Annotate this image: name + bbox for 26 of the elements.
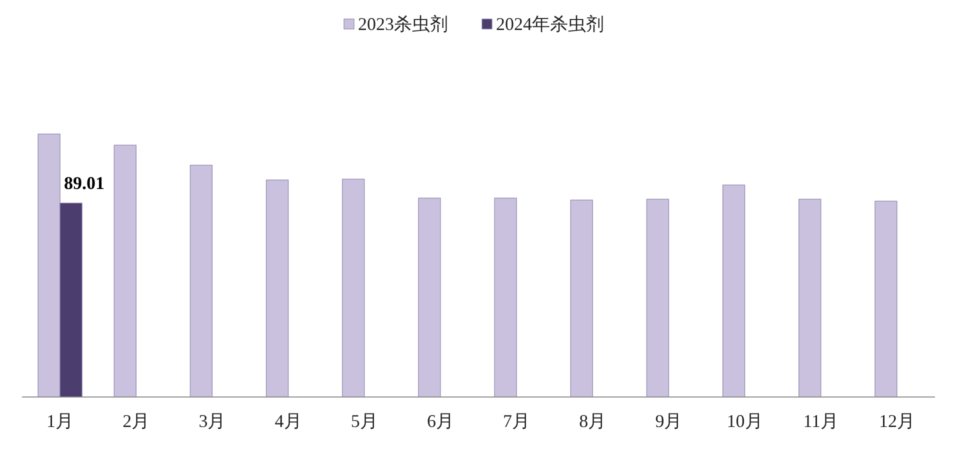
bar <box>342 178 365 398</box>
bar <box>722 184 746 398</box>
x-tick-label: 12月 <box>878 411 915 431</box>
bar <box>266 180 289 398</box>
x-tick-label: 7月 <box>503 411 530 431</box>
x-tick-label: 9月 <box>655 411 682 431</box>
bar <box>494 198 517 398</box>
x-tick-label: 11月 <box>803 411 839 431</box>
bar <box>190 164 213 398</box>
bar <box>114 144 136 398</box>
bar <box>570 200 593 398</box>
x-tick-label: 5月 <box>350 411 378 431</box>
data-label: 89.01 <box>64 173 105 194</box>
x-tick-label: 6月 <box>426 411 454 431</box>
bar <box>874 200 898 398</box>
legend-label: 2023杀虫剂 <box>358 14 448 34</box>
bar <box>798 198 822 398</box>
x-tick-label: 10月 <box>726 411 763 431</box>
x-tick-label: 8月 <box>579 411 606 431</box>
legend-label: 2024年杀虫剂 <box>496 14 604 34</box>
bar <box>646 198 670 398</box>
x-tick-label: 4月 <box>274 411 302 431</box>
x-tick-label: 2月 <box>122 411 150 431</box>
x-tick-label: 3月 <box>198 411 226 431</box>
bar <box>418 198 441 398</box>
x-tick-label: 1月 <box>46 411 74 431</box>
